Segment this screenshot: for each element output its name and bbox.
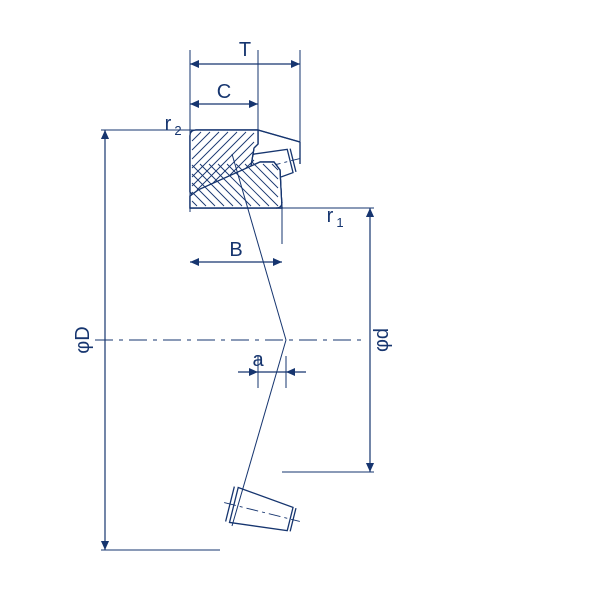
svg-text:C: C (217, 81, 231, 103)
svg-text:T: T (239, 39, 251, 61)
svg-text:a: a (252, 349, 264, 371)
r1-label: r (327, 205, 334, 227)
svg-text:B: B (229, 239, 242, 261)
phid-label: φd (371, 328, 393, 352)
r2-label: r (165, 113, 172, 135)
svg-text:2: 2 (174, 123, 181, 138)
bearing-cross-section-diagram: TCBaφDφdr2r1 (0, 0, 600, 600)
svg-text:1: 1 (336, 215, 343, 230)
phiD-label: φD (72, 326, 94, 353)
